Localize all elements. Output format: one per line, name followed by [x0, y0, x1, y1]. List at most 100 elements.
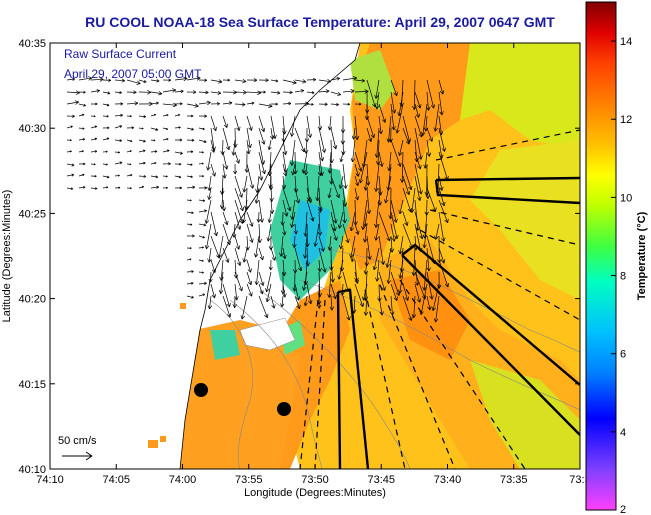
current-vector — [234, 103, 246, 105]
current-vector — [138, 175, 146, 177]
current-vector — [258, 151, 266, 174]
current-vector — [378, 235, 384, 265]
current-vector — [198, 259, 204, 262]
current-vector — [413, 247, 416, 276]
current-vector — [205, 199, 212, 224]
current-vector — [302, 151, 308, 174]
current-vector — [162, 114, 169, 117]
current-vector — [90, 125, 97, 129]
current-vector — [150, 114, 156, 117]
current-vector — [420, 283, 428, 315]
current-vector — [186, 103, 199, 107]
y-tick-label: 40:10 — [18, 464, 46, 476]
current-vector — [294, 79, 307, 83]
current-vector — [318, 127, 325, 153]
mooring-marker — [194, 383, 208, 397]
current-vector — [66, 91, 80, 94]
current-vector — [174, 175, 181, 178]
current-vector — [78, 114, 85, 117]
current-vector — [342, 271, 349, 292]
x-tick-label: 73:40 — [434, 474, 462, 486]
current-vector — [411, 187, 416, 213]
current-vector — [174, 90, 184, 93]
scale-arrow-icon — [62, 451, 93, 461]
current-vector — [293, 235, 296, 248]
current-vector — [78, 138, 85, 141]
current-vector — [354, 199, 357, 225]
current-vector — [375, 163, 380, 192]
current-vector — [434, 103, 440, 132]
current-vector — [375, 199, 380, 228]
current-vector — [438, 151, 448, 181]
plot-area: Raw Surface Current April 29, 2007 05:00… — [50, 43, 580, 469]
current-vector — [208, 247, 212, 263]
current-vector — [150, 79, 160, 82]
current-vector — [210, 139, 215, 153]
current-vector — [438, 79, 444, 95]
current-vector — [414, 211, 423, 239]
sst-speckles — [148, 303, 186, 448]
current-vector — [66, 101, 79, 105]
x-tick-label: 73:3 — [569, 474, 590, 486]
current-vector — [414, 271, 426, 300]
current-vector — [150, 91, 163, 95]
current-vector — [342, 223, 349, 243]
current-vector — [126, 102, 139, 105]
current-vector — [78, 103, 86, 107]
current-vector — [438, 175, 443, 191]
current-vector — [282, 247, 286, 259]
current-vector — [426, 247, 430, 272]
current-vector — [282, 151, 287, 173]
current-vector — [351, 247, 356, 262]
current-vector — [402, 115, 411, 143]
current-vector — [270, 295, 275, 309]
current-vector — [402, 211, 408, 226]
y-tick-label: 40:15 — [18, 379, 46, 391]
current-vector — [114, 91, 122, 94]
current-vector — [222, 199, 225, 212]
current-vector — [399, 235, 404, 255]
current-vector — [386, 247, 392, 268]
current-vector — [318, 139, 323, 162]
current-vector — [258, 139, 264, 165]
mooring-marker — [277, 402, 291, 416]
current-vector — [426, 175, 429, 199]
current-vector — [138, 79, 147, 83]
x-tick-label: 73:55 — [235, 474, 263, 486]
current-vector — [210, 271, 212, 283]
current-vector — [218, 235, 224, 258]
current-vector — [388, 151, 392, 171]
current-vector — [414, 223, 422, 252]
current-vector — [390, 235, 393, 253]
current-vector — [414, 259, 418, 286]
current-vector — [198, 139, 207, 143]
current-vector — [426, 79, 435, 109]
current-vector — [364, 223, 368, 243]
current-vector — [423, 223, 428, 248]
current-vector — [330, 259, 334, 283]
current-vector — [402, 175, 410, 195]
current-vector — [401, 151, 404, 183]
current-vector — [243, 247, 248, 263]
current-vector — [258, 271, 264, 286]
current-vector — [174, 78, 188, 81]
current-vector — [150, 186, 159, 189]
current-vector — [102, 186, 108, 189]
current-vector — [305, 139, 308, 154]
current-vector — [210, 91, 221, 94]
current-vector — [330, 295, 333, 311]
current-vector — [359, 151, 368, 184]
current-vector — [354, 79, 365, 82]
current-vector — [414, 283, 421, 303]
current-vector — [282, 175, 285, 189]
current-vector — [294, 283, 300, 301]
current-vector — [186, 282, 194, 285]
current-vector — [390, 199, 397, 223]
current-vector — [366, 235, 371, 260]
current-vector — [102, 91, 111, 94]
current-vector — [138, 186, 144, 189]
current-vector — [256, 259, 260, 285]
current-vector — [186, 223, 193, 226]
current-vector — [282, 283, 286, 298]
x-tick-label: 73:50 — [301, 474, 329, 486]
